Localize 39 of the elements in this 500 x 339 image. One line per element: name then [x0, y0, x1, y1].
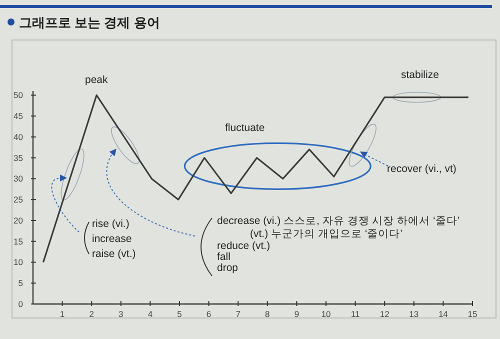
annotation: reduce (vt.) — [217, 240, 270, 252]
chart-title: 그래프로 보는 경제 용어 — [19, 15, 160, 30]
annotation: increase — [92, 233, 132, 245]
y-tick-label: 20 — [14, 215, 24, 226]
x-tick-label: 13 — [409, 309, 419, 319]
x-tick-label: 7 — [236, 309, 241, 319]
y-tick-label: 30 — [14, 174, 24, 184]
annotation: peak — [85, 74, 108, 86]
y-tick-label: 5 — [18, 278, 24, 288]
annotation: decrease (vi.) 스스로, 자유 경쟁 시장 하에서 ‘줄다’ — [217, 215, 460, 227]
x-tick-label: 9 — [294, 309, 300, 319]
y-tick-label: 0 — [18, 299, 24, 309]
x-tick-label: 12 — [380, 309, 390, 319]
x-tick-label: 3 — [118, 309, 124, 319]
annotation: recover (vi., vt) — [387, 163, 456, 175]
x-tick-label: 14 — [438, 309, 448, 319]
y-tick-label: 10 — [14, 257, 24, 268]
x-tick-label: 6 — [206, 309, 212, 319]
annotation: fluctuate — [225, 122, 265, 134]
annotation: drop — [217, 262, 238, 274]
annotation: fall — [217, 251, 230, 263]
x-tick-label: 10 — [321, 309, 331, 319]
y-tick-label: 35 — [14, 152, 24, 163]
y-tick-label: 45 — [14, 111, 24, 122]
y-tick-label: 25 — [14, 194, 24, 205]
y-tick-label: 15 — [14, 236, 24, 246]
annotation: raise (vt.) — [92, 248, 136, 260]
annotation: rise (vi.) — [92, 218, 130, 230]
x-tick-label: 15 — [468, 309, 478, 319]
y-tick-label: 40 — [14, 132, 24, 142]
x-tick-label: 2 — [89, 309, 94, 319]
x-tick-label: 11 — [350, 309, 360, 319]
annotation: stabilize — [401, 69, 439, 81]
annotation: (vt.) 누군가의 개입으로 ‘줄이다’ — [250, 228, 402, 240]
x-tick-label: 5 — [177, 309, 182, 319]
y-tick-label: 50 — [14, 90, 24, 100]
x-tick-label: 8 — [265, 309, 270, 319]
x-tick-label: 4 — [148, 309, 153, 319]
x-tick-label: 1 — [60, 309, 65, 319]
